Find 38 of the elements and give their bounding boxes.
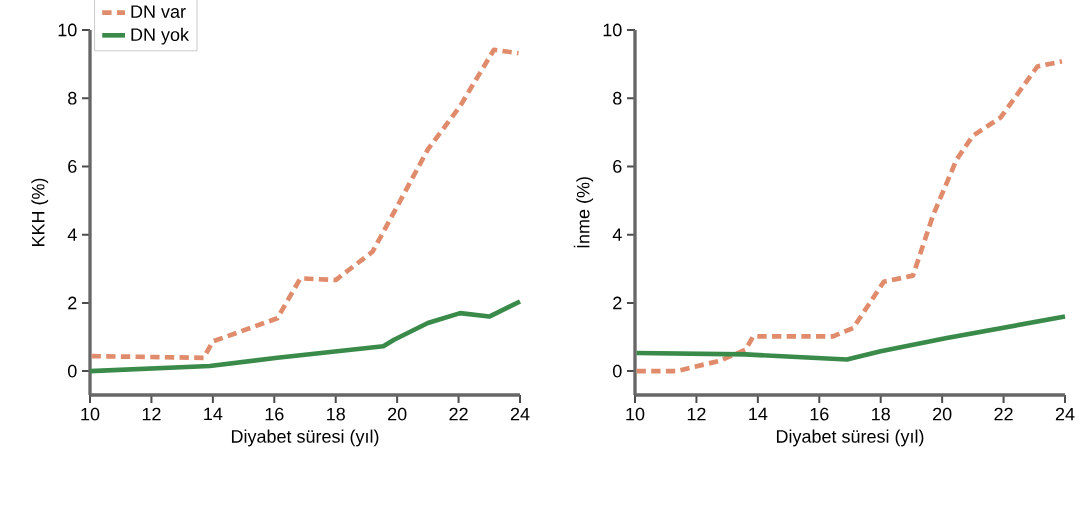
y-tick-label: 4 — [67, 228, 77, 241]
legend-label: DN yok — [131, 27, 190, 45]
x-tick-label: 14 — [749, 407, 768, 421]
x-tick-label: 16 — [810, 407, 829, 421]
x-tick-label: 14 — [204, 407, 223, 421]
x-axis-title: Diyabet süresi (yıl) — [776, 429, 924, 447]
y-axis-title: İnme (%) — [573, 177, 594, 248]
legend-label: DN var — [131, 5, 186, 18]
x-tick-label: 22 — [994, 407, 1013, 421]
x-tick-label: 20 — [933, 407, 952, 421]
y-tick-label: 6 — [68, 160, 77, 173]
x-tick-label: 24 — [510, 407, 530, 421]
y-tick-label: 2 — [613, 296, 622, 310]
y-tick-label: 6 — [613, 160, 622, 173]
line-series — [634, 59, 1065, 374]
x-tick-label: 20 — [388, 407, 407, 421]
y-tick-label: 8 — [613, 91, 622, 105]
y-tick-label: 8 — [68, 91, 77, 105]
line-series — [89, 47, 521, 361]
y-tick-label: 10 — [58, 23, 77, 37]
line-series — [634, 314, 1068, 362]
x-tick-label: 18 — [327, 407, 345, 421]
x-tick-label: 10 — [626, 407, 645, 421]
y-tick-label: 0 — [68, 364, 77, 378]
x-axis-title: Diyabet süresi (yıl) — [231, 429, 379, 447]
y-tick-label: 10 — [603, 23, 622, 37]
y-tick-label: 2 — [68, 296, 77, 310]
x-tick-label: 12 — [142, 407, 161, 421]
y-tick-label: 4 — [612, 228, 622, 241]
x-tick-label: 22 — [449, 407, 468, 421]
x-tick-label: 24 — [1055, 407, 1075, 421]
x-tick-label: 18 — [872, 407, 890, 421]
x-tick-label: 12 — [687, 407, 706, 421]
y-axis-title: KKH (%) — [31, 178, 49, 247]
x-tick-label: 10 — [81, 407, 100, 421]
x-tick-label: 16 — [265, 407, 284, 421]
line-series — [87, 299, 523, 374]
y-tick-label: 0 — [612, 364, 622, 378]
